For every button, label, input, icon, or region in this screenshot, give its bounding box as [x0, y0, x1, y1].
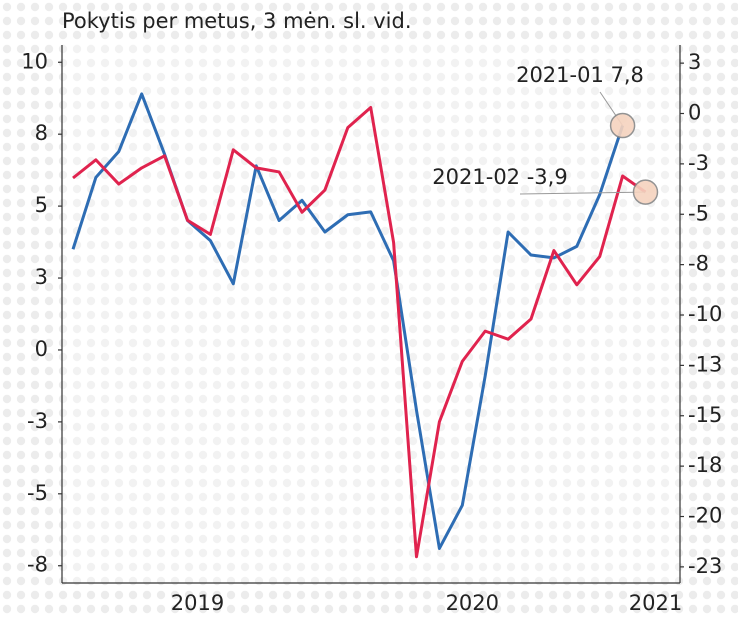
annotation-leader: [519, 191, 646, 195]
y2-tick-label: -15: [688, 403, 722, 427]
y-tick-label: 0: [35, 337, 48, 361]
annotation-text: 2021-01 7,8: [516, 63, 644, 87]
annotation-marker: [632, 179, 659, 205]
y-tick-label: -3: [27, 409, 48, 433]
y2-tick-label: -3: [688, 151, 709, 175]
y-tick-label: -8: [27, 553, 48, 577]
y2-tick-label: -18: [688, 453, 722, 477]
y2-tick-label: -20: [688, 504, 722, 528]
plot-area: [62, 45, 680, 583]
y2-tick-label: -10: [688, 302, 722, 326]
annotation-text: 2021-02 -3,9: [432, 165, 567, 189]
chart-title: Pokytis per metus, 3 mėn. sl. vid.: [62, 9, 412, 33]
y2-tick-label: -8: [688, 252, 709, 276]
y2-tick-label: -5: [688, 201, 709, 225]
y2-tick-label: 0: [688, 101, 701, 125]
x-tick-label: 2020: [446, 591, 499, 615]
y2-tick-label: -13: [688, 352, 722, 376]
y2-tick-label: 3: [688, 50, 701, 74]
x-tick-label: 2021: [629, 591, 682, 615]
y-tick-label: 8: [35, 121, 48, 145]
y-tick-label: 3: [35, 265, 48, 289]
annotation-marker: [609, 112, 636, 139]
series-line: [72, 105, 647, 559]
y2-tick-label: -23: [688, 554, 722, 578]
y-tick-label: -5: [27, 481, 48, 505]
y-tick-label: 5: [35, 193, 48, 217]
x-tick-label: 2019: [171, 591, 224, 615]
y-tick-label: 10: [21, 49, 48, 73]
